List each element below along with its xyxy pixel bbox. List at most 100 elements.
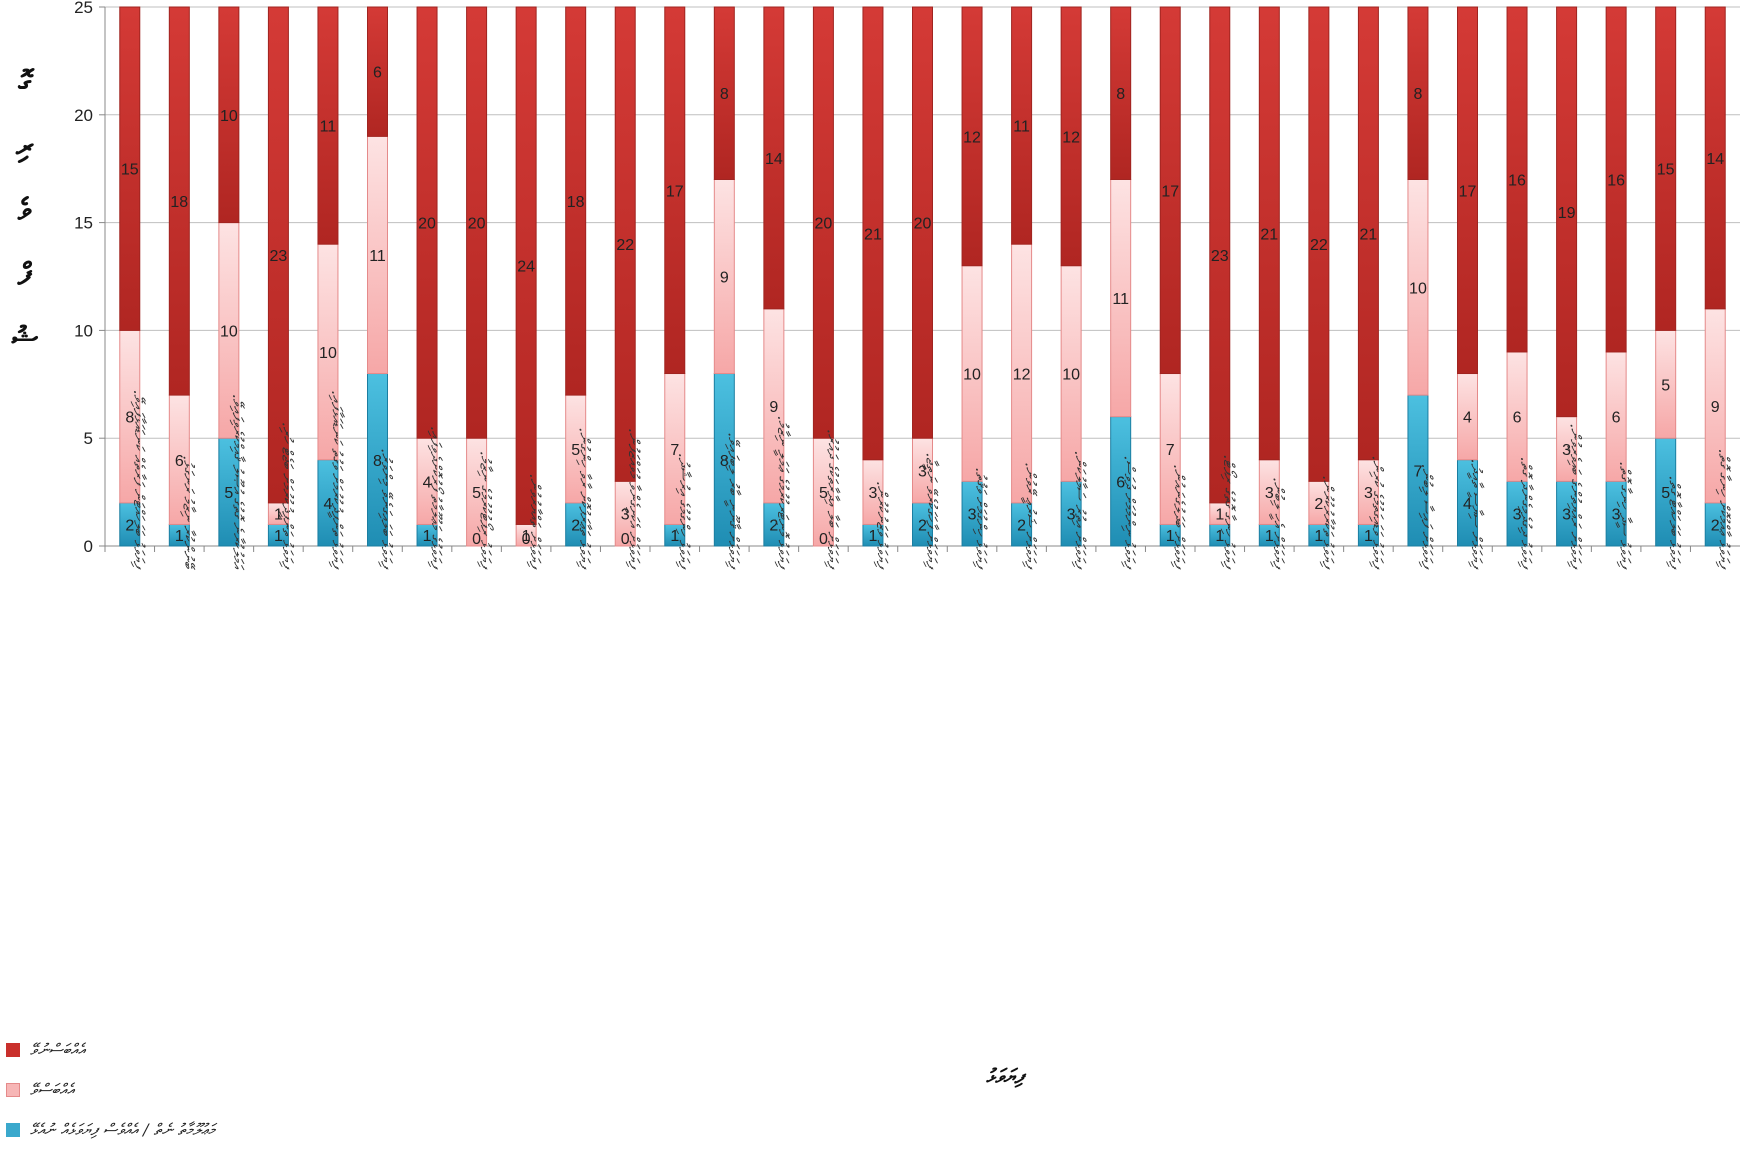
- category-label: ފިޔަވަޅަށް ބަދަލުގެނައުން.: [1170, 464, 1188, 570]
- data-label: 15: [121, 162, 139, 179]
- category-label: ފިޔަވަޅު ވަޒަނުކުރުން.: [873, 481, 891, 570]
- data-label: 3: [1562, 507, 1571, 524]
- data-label: 10: [220, 108, 238, 125]
- category-label: ފިޔަވަޅަށް ފާހަގަކުރެވޭ ނަތީޖާ.: [922, 452, 941, 569]
- data-label: 12: [1062, 129, 1080, 146]
- data-label: 1: [175, 528, 184, 545]
- bar-segment: [1209, 6, 1231, 504]
- legend-item: އެއްބަސްނުވޭ: [6, 1030, 266, 1070]
- bar-segment: [367, 6, 388, 137]
- category-label: ފިޔަވަޅަށް އެކަށީގެންވާ މުވައްޒަފުން.: [624, 428, 643, 570]
- data-label: 9: [1711, 399, 1720, 416]
- data-label: 23: [1211, 248, 1229, 265]
- y-tick-label: 25: [74, 0, 93, 17]
- data-label: 1: [423, 528, 432, 545]
- legend-item: އެއްބަސްވޭ: [6, 1070, 266, 1110]
- data-label: 14: [765, 151, 783, 168]
- data-label: 3: [1562, 442, 1571, 459]
- data-label: 8: [125, 410, 134, 427]
- data-label: 8: [720, 86, 729, 103]
- bar-segment: [1556, 6, 1578, 418]
- legend-swatch: [6, 1123, 20, 1137]
- data-label: 18: [170, 194, 188, 211]
- category-label: ފިޔަވަޅު ހިންގުމުގެ އިރުޝާދު.: [675, 453, 693, 570]
- bar-segment: [1159, 6, 1181, 375]
- data-label: 9: [769, 399, 778, 416]
- data-label: 3: [869, 485, 878, 502]
- category-label: ފިޔަވަޅު ޢާއްމުކޮށް ހިނގާ ގޮތް.: [1715, 449, 1733, 570]
- data-label: 4: [1463, 410, 1472, 427]
- data-label: 9: [720, 270, 729, 287]
- data-label: 5: [1661, 485, 1670, 502]
- category-label: ފިޔަވަޅު ހިންގުމަށް ވަޤުތު.: [972, 467, 990, 570]
- bar-segment: [912, 6, 933, 439]
- data-label: 4: [423, 474, 432, 491]
- data-label: 1: [274, 528, 283, 545]
- data-label: 24: [517, 259, 535, 276]
- data-label: 11: [1112, 291, 1129, 308]
- y-axis-title: ގޮ ރި ވެ ފް ޝު: [11, 65, 39, 356]
- bar-segment: [1308, 6, 1330, 482]
- data-label: 0: [522, 531, 531, 548]
- data-label: 10: [319, 345, 337, 362]
- data-label: 18: [567, 194, 585, 211]
- bar-segment: [1258, 6, 1280, 461]
- y-tick-label: 0: [84, 537, 93, 556]
- legend-swatch: [6, 1043, 20, 1057]
- data-label: 0: [819, 531, 828, 548]
- data-label: 2: [1017, 517, 1026, 534]
- data-label: 12: [1013, 367, 1031, 384]
- data-label: 11: [1013, 119, 1030, 136]
- category-label: ފިޔަވަޅު ތަންފީޛުކުރުމަށް ބަޖެޓް ހުރި.: [277, 422, 296, 570]
- y-axis-title-part: ފް: [17, 257, 33, 292]
- category-label: ފިޔަވަޅަށް ސިޔާސީ ތާއީދު.: [1467, 459, 1486, 570]
- data-label: 10: [1062, 367, 1080, 384]
- bar-segment: [1407, 6, 1429, 180]
- category-label: ފިޔަވަޅު ރިޕޯޓުކުރުމުގެ ނިޒާމު.: [477, 451, 495, 570]
- legend-label: އެއްބަސްނުވޭ: [30, 1040, 86, 1059]
- legend: އެއްބަސްނުވޭ އެއްބަސްވޭ މަޢުލޫމާތު ނެތް / …: [6, 1030, 266, 1150]
- category-label: ފިޔަވަޅަށް ބަލާ އިދާރާތަކުގެ ދައުރު.: [823, 429, 841, 570]
- legend-swatch: [6, 1083, 20, 1097]
- category-label: ފިޔަވަޅަށް ތައްޔާރުވުން.: [526, 474, 544, 570]
- bar-segment: [119, 6, 141, 331]
- category-label: ފިޔަވަޅު ތަކުރާރުކުރުން.: [1319, 475, 1337, 570]
- data-label: 17: [666, 183, 684, 200]
- data-label: 10: [1409, 280, 1427, 297]
- data-label: 11: [369, 248, 386, 265]
- category-label: ފިޔަވަޅު ސީދާ ހިނގާ ގޮތް.: [1615, 461, 1634, 570]
- data-label: 20: [468, 216, 486, 233]
- legend-label: އެއްބަސްވޭ: [30, 1080, 75, 1099]
- bar-segment: [1060, 6, 1082, 267]
- bar-segment: [1457, 6, 1478, 375]
- data-label: 2: [125, 517, 134, 534]
- data-label: 7: [1414, 464, 1423, 481]
- data-label: 3: [1612, 507, 1621, 524]
- bar-segment: [218, 6, 240, 224]
- data-label: 2: [571, 517, 580, 534]
- data-label: 1: [1314, 528, 1323, 545]
- data-label: 1: [1215, 528, 1224, 545]
- category-label: ފިޔަވަޅު ދިގުދެމިގެންދާ ގޮތް.: [1517, 457, 1535, 570]
- data-label: 22: [616, 237, 634, 254]
- category-label: ބޭނުންކުރާ ނިޒާމު ރަނގަޅު.: [179, 455, 197, 570]
- data-label: 7: [1166, 442, 1175, 459]
- category-label: ފިޔަވަޅު ތަޢާރަފުކޮށް ރާވާ ހިންގުން.: [576, 427, 594, 570]
- data-label: 11: [320, 119, 337, 136]
- data-label: 1: [1166, 528, 1175, 545]
- bar-segment: [466, 6, 488, 439]
- legend-item: މަޢުލޫމާތު ނެތް / އެއްވެސް ފިޔަވަޅެއް ނު…: [6, 1110, 266, 1150]
- category-label: ފިޔަވަޅު ނިންމުމަށް ދުވަސް.: [1121, 455, 1139, 569]
- category-labels: ފިޔަވަޅު ބަލަހައްޓަން ފަރާތެއް ކަނޑައަޅާ…: [130, 390, 1733, 571]
- data-label: 16: [1508, 172, 1526, 189]
- data-label: 6: [175, 453, 184, 470]
- x-axis-title: ފިޔަވަޅު: [985, 1064, 1027, 1088]
- category-label: ފިޔަވަޅަށް ފައިސާ ލިބުން.: [1418, 464, 1436, 570]
- data-label: 5: [1661, 377, 1670, 394]
- data-label: 1: [670, 528, 679, 545]
- bar-segment: [416, 6, 438, 439]
- data-label: 4: [324, 496, 333, 513]
- bar-segment: [1110, 6, 1132, 180]
- category-label: ފިޔަވަޅަށް ޝަރުޢީ ރޭވުން.: [1021, 462, 1040, 570]
